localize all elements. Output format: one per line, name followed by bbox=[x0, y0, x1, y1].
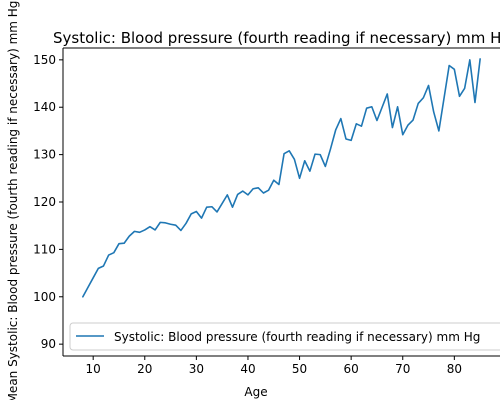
x-axis-ticks: 10 20 30 40 50 60 70 80 bbox=[86, 356, 462, 376]
x-tick-label: 20 bbox=[137, 362, 152, 376]
y-axis-label: Mean Systolic: Blood pressure (fourth re… bbox=[6, 1, 20, 400]
x-axis-label: Age bbox=[244, 385, 267, 399]
x-tick-label: 30 bbox=[189, 362, 204, 376]
y-tick-label: 90 bbox=[41, 337, 56, 351]
x-tick-label: 10 bbox=[86, 362, 101, 376]
x-tick-label: 80 bbox=[447, 362, 462, 376]
y-tick-label: 130 bbox=[33, 148, 56, 162]
y-axis-ticks: 90 100 110 120 130 140 150 bbox=[33, 53, 63, 351]
x-tick-label: 70 bbox=[395, 362, 410, 376]
y-tick-label: 110 bbox=[33, 242, 56, 256]
x-tick-label: 40 bbox=[240, 362, 255, 376]
x-tick-label: 50 bbox=[292, 362, 307, 376]
y-tick-label: 150 bbox=[33, 53, 56, 67]
y-tick-label: 100 bbox=[33, 290, 56, 304]
chart-title: Systolic: Blood pressure (fourth reading… bbox=[53, 29, 500, 47]
y-tick-label: 140 bbox=[33, 100, 56, 114]
legend-box bbox=[69, 322, 500, 351]
x-tick-label: 60 bbox=[344, 362, 359, 376]
legend-label: Systolic: Blood pressure (fourth reading… bbox=[114, 330, 480, 344]
y-tick-label: 120 bbox=[33, 195, 56, 209]
series-line bbox=[82, 58, 481, 298]
plot-area bbox=[62, 47, 500, 357]
legend: Systolic: Blood pressure (fourth reading… bbox=[69, 322, 500, 351]
